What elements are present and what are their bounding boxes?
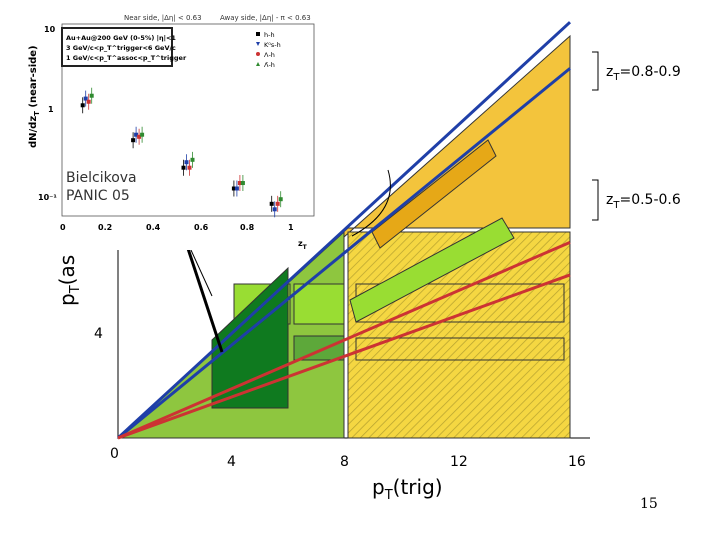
annotation-line-2: PANIC 05 [66,188,130,204]
inset-x-tick-0.4: 0.4 [146,223,161,232]
x-tick-8: 8 [340,454,349,470]
inset-point [181,165,186,170]
legend-marker-lambda [256,52,260,56]
inset-point [278,197,283,202]
x-tick-0: 0 [110,446,119,462]
legend-marker-k0s [256,42,260,46]
inset-point [269,201,274,206]
inset-point [237,181,242,186]
inset-point [231,186,236,191]
x-tick-4: 4 [227,454,236,470]
inset-legend-line-1: Au+Au@200 GeV (0-5%) |η|<1 [66,34,176,43]
annotation-line-1: Bielcikova [66,170,137,186]
inset-point [240,181,245,186]
inset-point [190,157,195,162]
inset-y-label: dN/dzT (near-side) [28,45,41,148]
legend-label-antilambda: Λ̄-h [264,61,275,69]
inset-point [140,132,145,137]
inset-x-tick-0: 0 [60,223,66,232]
orange-band [371,139,497,249]
inset-point [275,201,280,206]
green-band [349,217,515,323]
inset-x-tick-0.8: 0.8 [240,223,255,232]
bright-green-box-right [293,283,345,325]
inset-legend-line-3: 1 GeV/c<p_T^assoc<p_T^trigger [66,54,187,62]
dark-green-box [293,335,345,361]
legend-marker-hh [256,32,260,36]
inset-y-tick-10: 10 [44,25,56,34]
inset-point [187,165,192,170]
inset-x-label: zT [298,239,308,251]
inset-point [83,96,88,101]
inset-series-legend: h-h K⁰s-h Λ-h Λ̄-h [256,31,281,69]
pointer-curve [351,169,391,237]
inset-point [80,103,85,108]
inset-point [89,93,94,98]
slope-line-0-0 [117,67,571,440]
inset-x-tick-1: 1 [288,223,294,232]
inset-point [234,186,239,191]
inset-point [131,138,136,143]
legend-label-lambda: Λ-h [264,51,275,59]
inset-frame [61,23,315,217]
inset-point [184,160,189,165]
slope-line-0-1 [116,21,572,440]
inset-x-tick-0.2: 0.2 [98,223,112,232]
x-tick-12: 12 [450,454,468,470]
inset-point [272,207,277,212]
inset-plot: Near side, |Δη| < 0.63 Away side, |Δη| -… [20,6,320,251]
inset-data-points [80,87,283,218]
zt-label-upper: zT=0.8-0.9 [606,64,681,83]
bracket-upper [592,51,599,91]
inset-point [86,99,91,104]
legend-label-k0s: K⁰s-h [264,41,281,49]
bracket-lower [592,179,599,221]
y-axis-label: pT(as [55,255,83,306]
legend-marker-antilambda [256,62,260,66]
slope-line-1-0 [117,273,571,440]
hatched-box-lower [355,337,565,361]
inset-header-left: Near side, |Δη| < 0.63 [124,14,202,22]
slope-line-1-1 [117,240,571,440]
y-tick-4: 4 [94,326,103,342]
inset-point [137,134,142,139]
slope-lines [116,21,572,440]
x-axis-label: pT(trig) [372,475,443,503]
main-plot: zT=0.8-0.9 zT=0.5-0.6 0 4 8 12 16 4 pT(t… [55,21,681,503]
inset-y-tick-0.1: 10⁻¹ [38,193,57,202]
inset-x-tick-0.6: 0.6 [194,223,209,232]
zt-label-lower: zT=0.5-0.6 [606,192,681,211]
x-tick-16: 16 [568,454,586,470]
inset-point [134,132,139,137]
page-number: 15 [640,496,658,512]
inset-y-tick-1: 1 [48,105,54,114]
inset-legend-line-2: 3 GeV/c<p_T^trigger<6 GeV/c [66,44,176,52]
legend-label-hh: h-h [264,31,275,39]
inset-legend-box [61,27,173,67]
inset-header-right: Away side, |Δη| - π < 0.63 [220,14,311,22]
